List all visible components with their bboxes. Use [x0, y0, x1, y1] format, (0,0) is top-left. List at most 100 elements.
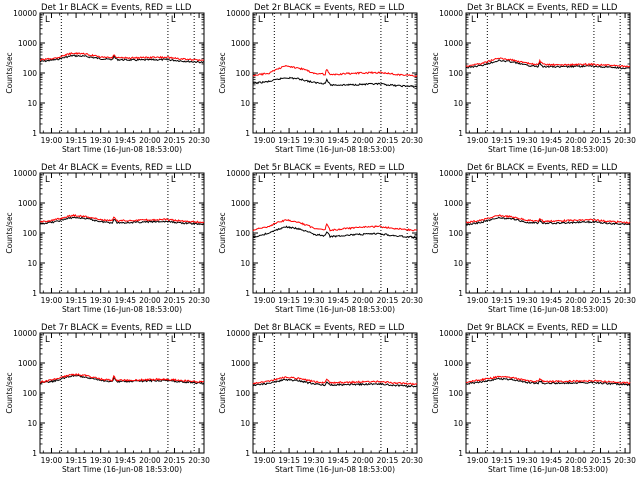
x-tick-label: 20:15	[164, 456, 186, 465]
x-tick-label: 19:00	[254, 136, 276, 145]
interval-flag-label: L	[597, 15, 602, 25]
y-tick-label: 10	[240, 259, 250, 268]
y-tick-label: 10000	[226, 169, 250, 178]
detector-panel-2: Det 2r BLACK = Events, RED = LLD 1 10 100 10…	[218, 3, 423, 154]
y-tick-label: 10000	[226, 9, 250, 18]
x-tick-label: 19:45	[114, 136, 136, 145]
x-tick-label: 19:15	[491, 296, 513, 305]
x-tick-label: 20:00	[352, 136, 374, 145]
panel-title: Det 3r BLACK = Events, RED = LLD	[467, 3, 618, 13]
x-tick-label: 20:00	[139, 296, 161, 305]
interval-flag-label: L	[45, 15, 50, 25]
lld-series-line	[465, 214, 631, 224]
detector-panel-3: Det 3r BLACK = Events, RED = LLD 1 10 100 10…	[431, 3, 636, 154]
x-tick-label: 19:00	[254, 296, 276, 305]
y-axis-label: Counts/sec	[431, 372, 440, 413]
y-tick-label: 1000	[444, 359, 463, 368]
x-tick-label: 19:15	[491, 136, 513, 145]
x-tick-label: 19:45	[540, 456, 562, 465]
x-tick-label: 20:00	[565, 296, 587, 305]
y-tick-label: 10	[27, 99, 37, 108]
detector-panel-6: Det 6r BLACK = Events, RED = LLD 1 10 100 10…	[431, 163, 636, 314]
y-tick-label: 10	[27, 419, 37, 428]
x-tick-label: 19:45	[114, 296, 136, 305]
y-tick-label: 100	[449, 229, 464, 238]
events-series-line	[39, 374, 205, 385]
x-axis-label: Start Time (16-Jun-08 18:53:00)	[62, 145, 182, 154]
x-tick-label: 19:00	[254, 456, 276, 465]
plot-frame	[465, 12, 631, 134]
y-axis-label: Counts/sec	[5, 52, 14, 93]
x-tick-label: 20:15	[164, 296, 186, 305]
x-tick-label: 19:00	[467, 456, 489, 465]
x-tick-label: 19:45	[327, 296, 349, 305]
lld-series-line	[252, 376, 418, 386]
x-axis-label: Start Time (16-Jun-08 18:53:00)	[275, 465, 395, 474]
x-tick-label: 19:15	[491, 456, 513, 465]
panel-title: Det 1r BLACK = Events, RED = LLD	[41, 3, 192, 13]
x-tick-label: 20:30	[401, 296, 423, 305]
x-axis-label: Start Time (16-Jun-08 18:53:00)	[62, 305, 182, 314]
x-tick-label: 19:30	[303, 136, 325, 145]
panel-title: Det 2r BLACK = Events, RED = LLD	[254, 3, 405, 13]
x-tick-label: 20:00	[352, 456, 374, 465]
interval-flag-label: L	[597, 335, 602, 345]
detector-panel-8: Det 8r BLACK = Events, RED = LLD 1 10 100 10…	[218, 323, 423, 474]
y-tick-label: 10	[240, 419, 250, 428]
panel-title: Det 8r BLACK = Events, RED = LLD	[254, 323, 405, 333]
x-tick-label: 19:30	[516, 296, 538, 305]
events-series-line	[39, 216, 205, 226]
x-tick-label: 20:30	[188, 136, 210, 145]
plot-frame	[252, 332, 418, 454]
x-tick-label: 20:15	[590, 456, 612, 465]
y-tick-label: 100	[23, 229, 38, 238]
x-tick-label: 20:15	[590, 136, 612, 145]
lld-series-line	[39, 213, 205, 224]
y-axis-label: Counts/sec	[218, 212, 227, 253]
y-tick-label: 10	[27, 259, 37, 268]
y-tick-label: 1000	[231, 39, 250, 48]
lld-series-line	[252, 65, 418, 78]
x-axis-label: Start Time (16-Jun-08 18:53:00)	[62, 465, 182, 474]
x-tick-label: 20:30	[188, 296, 210, 305]
y-tick-label: 10	[453, 419, 463, 428]
x-tick-label: 19:15	[65, 456, 87, 465]
x-tick-label: 20:00	[352, 296, 374, 305]
detector-panel-1: Det 1r BLACK = Events, RED = LLD 1 10 100 10…	[5, 3, 210, 154]
y-tick-label: 100	[236, 229, 251, 238]
y-tick-label: 1000	[444, 39, 463, 48]
y-tick-label: 10000	[226, 329, 250, 338]
interval-flag-label: L	[384, 335, 389, 345]
x-tick-label: 19:00	[41, 296, 63, 305]
detector-panel-9: Det 9r BLACK = Events, RED = LLD 1 10 100 10…	[431, 323, 636, 474]
y-tick-label: 1	[245, 289, 250, 298]
x-tick-label: 19:30	[90, 456, 112, 465]
events-series-line	[252, 76, 418, 89]
detector-panel-4: Det 4r BLACK = Events, RED = LLD 1 10 100 10…	[5, 163, 210, 314]
y-axis-label: Counts/sec	[218, 52, 227, 93]
y-tick-label: 1000	[231, 359, 250, 368]
x-tick-label: 19:00	[41, 136, 63, 145]
plot-frame	[252, 172, 418, 294]
x-tick-label: 20:30	[188, 456, 210, 465]
y-axis-label: Counts/sec	[218, 372, 227, 413]
x-tick-label: 20:30	[614, 136, 636, 145]
x-tick-label: 19:45	[540, 296, 562, 305]
x-axis-label: Start Time (16-Jun-08 18:53:00)	[488, 145, 608, 154]
x-tick-label: 20:15	[590, 296, 612, 305]
x-tick-label: 19:30	[516, 136, 538, 145]
y-tick-label: 1	[458, 289, 463, 298]
y-tick-label: 100	[23, 69, 38, 78]
plot-frame	[39, 12, 205, 134]
x-tick-label: 19:00	[41, 456, 63, 465]
events-series-line	[465, 377, 631, 387]
y-tick-label: 100	[449, 389, 464, 398]
interval-flag-label: L	[471, 15, 476, 25]
y-tick-label: 100	[449, 69, 464, 78]
x-tick-label: 19:15	[65, 296, 87, 305]
y-tick-label: 1000	[18, 39, 37, 48]
panel-title: Det 7r BLACK = Events, RED = LLD	[41, 323, 192, 333]
y-tick-label: 1	[32, 289, 37, 298]
y-tick-label: 1000	[18, 199, 37, 208]
